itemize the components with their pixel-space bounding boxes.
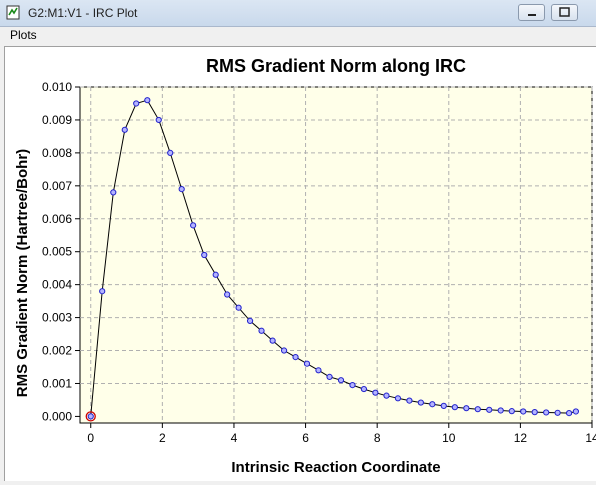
x-tick-label: 0 (87, 431, 94, 445)
data-point[interactable] (406, 397, 413, 404)
y-tick-label: 0.000 (42, 409, 72, 423)
data-point[interactable] (155, 116, 162, 124)
y-tick-label: 0.006 (42, 212, 72, 226)
data-point[interactable] (520, 408, 527, 415)
data-point[interactable] (429, 401, 436, 408)
x-tick-label: 10 (442, 431, 456, 445)
data-point[interactable] (87, 413, 94, 420)
data-point[interactable] (394, 395, 402, 402)
y-tick-label: 0.005 (42, 245, 72, 259)
data-point[interactable] (121, 126, 128, 133)
x-tick-label: 6 (302, 431, 309, 445)
data-point[interactable] (572, 408, 579, 415)
chart-title: RMS Gradient Norm along IRC (206, 56, 466, 76)
data-point[interactable] (486, 406, 493, 413)
y-tick-label: 0.008 (42, 146, 72, 160)
data-point[interactable] (565, 410, 573, 417)
data-point[interactable] (303, 360, 311, 367)
data-point[interactable] (258, 327, 265, 334)
current-point-marker[interactable] (85, 411, 96, 422)
data-point[interactable] (292, 354, 299, 361)
x-tick-label: 2 (159, 431, 166, 445)
y-tick-label: 0.009 (42, 113, 72, 127)
data-point[interactable] (235, 304, 242, 311)
data-point[interactable] (280, 347, 288, 354)
x-tick-label: 12 (514, 431, 528, 445)
x-tick-label: 4 (231, 431, 238, 445)
y-tick-label: 0.003 (42, 311, 72, 325)
y-tick-label: 0.002 (42, 344, 72, 358)
data-point[interactable] (110, 189, 117, 196)
data-point[interactable] (144, 97, 151, 104)
title-bar: G2:M1:V1 - IRC Plot (0, 0, 596, 27)
y-tick-label: 0.001 (42, 376, 72, 390)
data-point[interactable] (167, 149, 174, 156)
data-point[interactable] (178, 186, 185, 193)
data-point[interactable] (99, 288, 106, 295)
window-title: G2:M1:V1 - IRC Plot (28, 6, 138, 20)
x-tick-label: 14 (585, 431, 596, 445)
data-point[interactable] (497, 407, 504, 414)
data-point[interactable] (417, 399, 424, 406)
data-point[interactable] (543, 409, 550, 416)
menu-bar: Plots (0, 27, 596, 45)
y-tick-label: 0.007 (42, 179, 72, 193)
data-point[interactable] (349, 382, 356, 389)
minimize-button[interactable] (518, 4, 545, 21)
plot-frame: 0.000 0.001 0.002 0.003 0.004 0.005 0.006 0.007… (4, 46, 596, 481)
data-point[interactable] (508, 408, 515, 415)
data-point[interactable] (337, 377, 345, 384)
x-tick-label: 8 (374, 431, 381, 445)
data-point[interactable] (554, 409, 561, 416)
x-axis-ticks: 0 2 4 6 8 10 12 14 (87, 423, 596, 445)
data-point[interactable] (463, 405, 470, 412)
maximize-icon (559, 7, 570, 17)
data-point[interactable] (474, 406, 481, 413)
data-point[interactable] (246, 317, 254, 324)
grid-lines (80, 86, 593, 423)
minimize-icon (528, 14, 536, 16)
y-tick-label: 0.004 (42, 278, 72, 292)
data-point[interactable] (315, 367, 322, 374)
y-axis-ticks: 0.000 0.001 0.002 0.003 0.004 0.005 0.006 0.007… (42, 80, 80, 423)
data-point[interactable] (383, 392, 390, 399)
data-point[interactable] (269, 337, 276, 344)
x-axis-label: Intrinsic Reaction Coordinate (231, 459, 440, 476)
data-point[interactable] (212, 271, 219, 278)
app-icon (6, 5, 20, 20)
data-point[interactable] (531, 409, 538, 416)
maximize-button[interactable] (551, 4, 578, 21)
y-axis-label: RMS Gradient Norm (Hartree/Bohr) (14, 149, 31, 397)
menu-item-plots[interactable]: Plots (10, 28, 37, 42)
data-point[interactable] (190, 222, 197, 229)
data-point[interactable] (224, 291, 231, 298)
irc-chart[interactable]: 0.000 0.001 0.002 0.003 0.004 0.005 0.006 0.007… (5, 47, 596, 480)
data-point[interactable] (326, 373, 333, 380)
data-point[interactable] (440, 402, 447, 409)
y-tick-label: 0.010 (42, 80, 72, 94)
data-point[interactable] (372, 389, 379, 396)
data-point[interactable] (451, 404, 458, 411)
data-point[interactable] (201, 251, 208, 259)
data-points (85, 97, 579, 422)
data-point[interactable] (360, 385, 368, 393)
plot-area (79, 86, 593, 424)
data-point[interactable] (133, 100, 140, 107)
